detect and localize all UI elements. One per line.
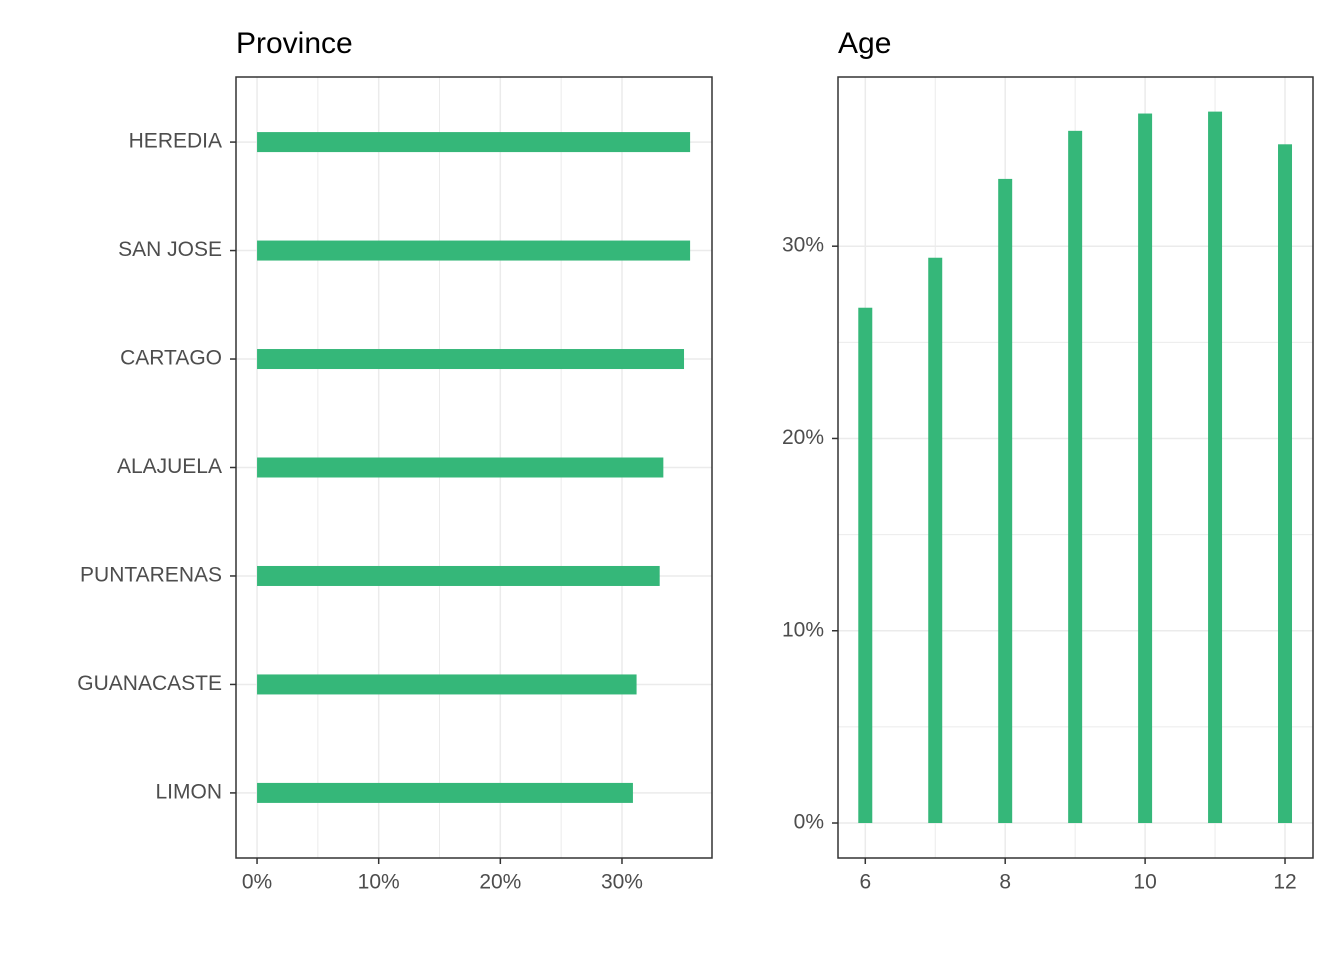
y-tick-label: 10% [782, 618, 824, 641]
bar [1278, 144, 1293, 824]
y-tick-label: 0% [794, 811, 824, 834]
bar [998, 178, 1013, 824]
x-tick-label: 20% [479, 871, 521, 894]
plot-border [235, 76, 713, 859]
y-tick-label: CARTAGO [120, 347, 222, 370]
bar [1208, 111, 1223, 824]
y-tick-label: PUNTARENAS [80, 564, 222, 587]
chart-title: Province [236, 27, 353, 60]
bar [1068, 130, 1083, 824]
bar [1138, 113, 1153, 824]
bar [257, 457, 664, 478]
x-tick-label: 8 [999, 871, 1011, 894]
x-tick-label: 6 [859, 871, 871, 894]
y-tick-label: ALAJUELA [117, 455, 222, 478]
y-tick-label: GUANACASTE [77, 672, 222, 695]
chart-title: Age [838, 27, 891, 60]
bar [257, 674, 637, 695]
x-tick-label: 30% [601, 871, 643, 894]
bar [257, 349, 685, 370]
y-tick-label: SAN JOSE [118, 238, 222, 261]
x-tick-label: 10% [358, 871, 400, 894]
x-tick-label: 0% [242, 871, 272, 894]
y-tick-label: LIMON [155, 780, 222, 803]
y-tick-label: HEREDIA [129, 130, 222, 153]
x-tick-label: 10 [1133, 871, 1156, 894]
bar [858, 307, 873, 824]
y-tick-label: 30% [782, 234, 824, 257]
bar [257, 240, 691, 261]
bar [257, 132, 691, 153]
bar [928, 257, 943, 824]
bar [257, 565, 660, 586]
plot-border [837, 76, 1314, 859]
x-tick-label: 12 [1273, 871, 1296, 894]
bar [257, 782, 633, 803]
y-tick-label: 20% [782, 426, 824, 449]
